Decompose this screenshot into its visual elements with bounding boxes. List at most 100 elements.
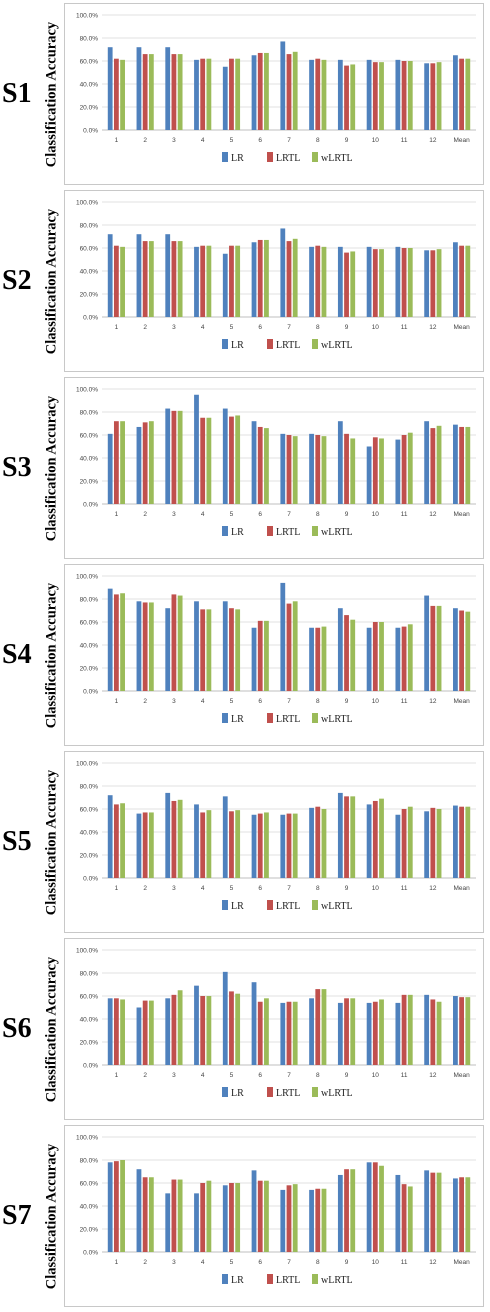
bar-lr-mean [453, 242, 458, 317]
x-tick-label: 4 [201, 511, 205, 518]
subject-label: S7 [2, 1200, 32, 1231]
bar-lr-6 [251, 814, 257, 878]
y-tick-label: 0.0% [83, 1249, 98, 1256]
bar-lrtl-12 [430, 807, 436, 878]
bar-lr-10 [366, 1162, 372, 1252]
bar-lr-9 [337, 1174, 343, 1252]
bar-wlrtl-6 [264, 998, 269, 1065]
x-tick-label: 6 [258, 698, 262, 705]
bar-lrtl-6 [257, 1180, 263, 1252]
bar-lr-2 [136, 813, 142, 878]
legend-label: LR [231, 1088, 244, 1099]
bar-wlrtl-1 [120, 593, 125, 691]
bar-wlrtl-2 [148, 241, 154, 317]
bar-lr-10 [366, 804, 372, 878]
bar-lrtl-7 [286, 241, 292, 317]
bar-lr-mean [453, 1178, 458, 1252]
legend-swatch-wlrtl [312, 713, 318, 723]
legend-label: LRTL [276, 527, 300, 538]
y-tick-label: 80.0% [80, 1157, 99, 1164]
legend-swatch-wlrtl [312, 1087, 318, 1097]
subject-label: S5 [2, 826, 32, 857]
bar-wlrtl-9 [350, 998, 356, 1065]
bar-chart: 0.0%20.0%40.0%60.0%80.0%100.0%1 2 3 4 5 6 7 8 9 1… [76, 573, 476, 725]
legend-label: LR [231, 153, 244, 164]
bar-chart: 0.0%20.0%40.0%60.0%80.0%100.0%1 2 3 4 5 6 7 8 9 1… [76, 947, 476, 1099]
bar-lrtl-6 [257, 813, 263, 878]
y-tick-label: 20.0% [80, 665, 99, 672]
bar-lr-3 [165, 608, 171, 691]
x-tick-label: 9 [345, 1259, 349, 1266]
bar-lr-11 [395, 439, 401, 504]
bar-lrtl-5 [229, 1183, 234, 1252]
bar-lr-9 [337, 608, 343, 691]
x-tick-label: 11 [401, 1259, 408, 1266]
bar-lr-3 [165, 408, 171, 504]
legend-label: wLRTL [321, 901, 353, 912]
legend-swatch-wlrtl [312, 152, 318, 162]
x-tick-label: 9 [345, 1072, 349, 1079]
bar-wlrtl-11 [407, 432, 413, 504]
legend-label: LRTL [276, 153, 300, 164]
chart-frame [64, 190, 484, 372]
legend-label: wLRTL [321, 1275, 353, 1286]
bar-wlrtl-2 [148, 812, 154, 878]
bar-wlrtl-12 [436, 1001, 442, 1065]
y-tick-label: 40.0% [80, 1203, 99, 1210]
bar-wlrtl-9 [350, 64, 356, 130]
x-tick-label: 6 [258, 324, 262, 331]
bar-wlrtl-8 [321, 436, 327, 504]
legend-swatch-wlrtl [312, 339, 318, 349]
bar-wlrtl-12 [436, 1172, 442, 1252]
x-tick-label: 8 [316, 1072, 320, 1079]
x-tick-label: 5 [230, 1259, 234, 1266]
bar-wlrtl-7 [292, 1001, 298, 1065]
x-tick-label: 3 [172, 1072, 176, 1079]
bar-lrtl-12 [430, 1172, 436, 1252]
bar-wlrtl-4 [206, 58, 212, 131]
y-tick-label: 20.0% [80, 1039, 99, 1046]
bar-wlrtl-3 [177, 410, 183, 504]
bar-wlrtl-6 [264, 239, 269, 317]
bar-lr-12 [424, 63, 430, 130]
bar-lr-11 [395, 1002, 401, 1065]
x-tick-label: 7 [287, 698, 291, 705]
x-tick-label: 4 [201, 698, 205, 705]
bar-lrtl-9 [344, 65, 349, 130]
legend-label: LR [231, 901, 244, 912]
y-tick-label: 100.0% [76, 1134, 98, 1141]
bar-lrtl-6 [257, 52, 263, 131]
x-tick-label: 6 [258, 137, 262, 144]
bar-lr-12 [424, 1170, 430, 1252]
bar-lr-mean [453, 805, 458, 878]
bar-lr-10 [366, 1002, 372, 1065]
bar-wlrtl-10 [379, 622, 384, 691]
x-tick-label: 12 [429, 137, 437, 144]
bar-wlrtl-mean [465, 58, 471, 131]
x-tick-label: 10 [372, 698, 380, 705]
bar-lrtl-1 [113, 594, 119, 691]
legend-label: LR [231, 714, 244, 725]
x-tick-label: 9 [345, 698, 349, 705]
bar-lrtl-10 [372, 62, 378, 130]
bar-lr-4 [194, 601, 199, 691]
bar-lrtl-11 [401, 248, 407, 317]
y-tick-label: 100.0% [76, 386, 98, 393]
x-tick-label: 10 [372, 885, 380, 892]
x-tick-label: Mean [453, 324, 470, 331]
legend-label: LRTL [276, 1275, 300, 1286]
bar-lrtl-3 [171, 594, 177, 691]
x-tick-label: 12 [429, 1072, 437, 1079]
bar-wlrtl-5 [235, 245, 241, 317]
x-tick-label: 1 [115, 324, 119, 331]
bar-chart: 0.0%20.0%40.0%60.0%80.0%100.0%1 2 3 4 5 6 7 8 9 1… [76, 12, 476, 164]
x-tick-label: 4 [201, 1259, 205, 1266]
x-tick-label: 5 [230, 511, 234, 518]
bar-wlrtl-3 [177, 241, 183, 317]
bar-lr-8 [309, 627, 314, 691]
bar-lrtl-5 [229, 608, 234, 691]
bar-lrtl-4 [200, 58, 206, 131]
y-tick-label: 0.0% [83, 875, 98, 882]
x-tick-label: 8 [316, 1259, 320, 1266]
bar-lrtl-5 [229, 245, 234, 317]
